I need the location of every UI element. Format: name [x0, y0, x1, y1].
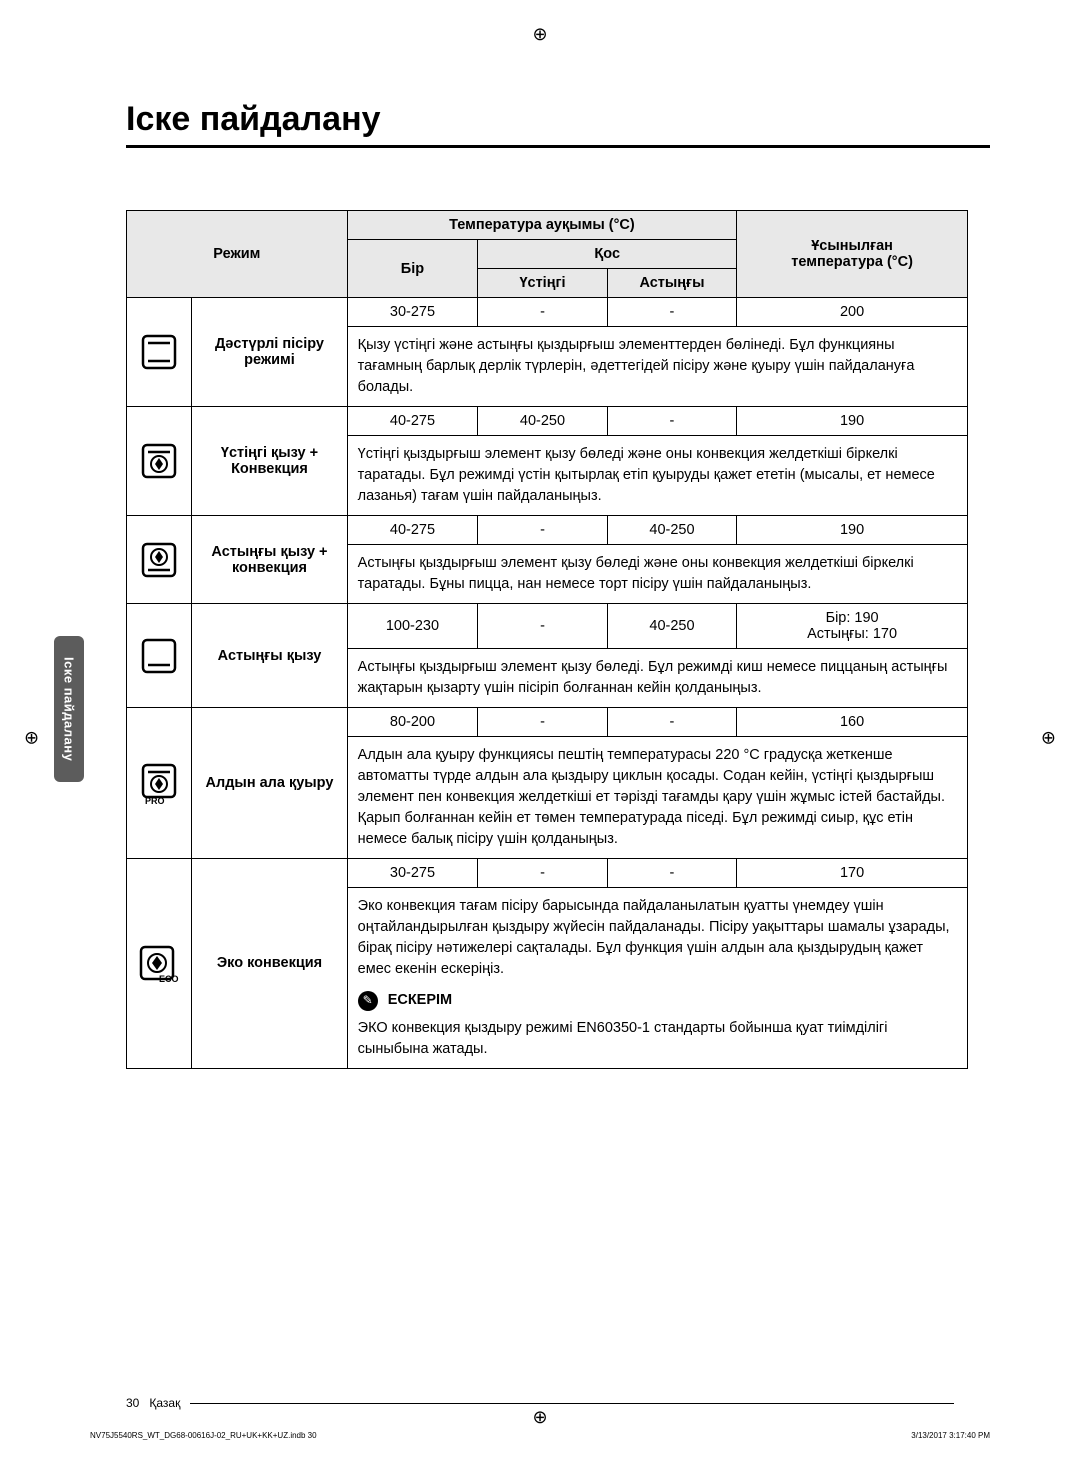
modes-table: Режим Температура ауқымы (°C) Ұсынылған …: [126, 210, 968, 1069]
cell-rec: 160: [737, 708, 968, 737]
mode-icon-top-convection: [127, 407, 192, 516]
note-icon: ✎: [358, 991, 378, 1011]
crop-mark-icon: ⊕: [532, 24, 547, 45]
mode-icon-pro-roast: PRO: [127, 708, 192, 859]
cell-ust: -: [478, 298, 607, 327]
cell-bir: 40-275: [347, 407, 478, 436]
cell-ast: -: [607, 859, 736, 888]
cell-bir: 80-200: [347, 708, 478, 737]
cell-ast: -: [607, 298, 736, 327]
print-file: NV75J5540RS_WT_DG68-00616J-02_RU+UK+KK+U…: [90, 1431, 317, 1440]
crop-mark-icon: ⊕: [24, 728, 39, 749]
mode-desc: Эко конвекция тағам пісіру барысында пай…: [347, 888, 967, 1068]
crop-mark-icon: ⊕: [532, 1407, 547, 1428]
col-ast: Астыңғы: [607, 269, 736, 298]
page-title: Іске пайдалану: [126, 100, 990, 139]
title-rule: [126, 145, 990, 148]
cell-ust: -: [478, 859, 607, 888]
cell-rec: Бір: 190 Астыңғы: 170: [737, 604, 968, 649]
cell-ast: 40-250: [607, 516, 736, 545]
mode-desc: Алдын ала қуыру функциясы пештің темпера…: [347, 737, 967, 859]
print-metadata: NV75J5540RS_WT_DG68-00616J-02_RU+UK+KK+U…: [90, 1431, 990, 1440]
note-label: ЕСКЕРІМ: [388, 992, 452, 1008]
mode-name: Алдын ала қуыру: [192, 708, 347, 859]
mode-name: Астыңғы қызу: [192, 604, 347, 708]
cell-ust: -: [478, 604, 607, 649]
page-language: Қазақ: [149, 1396, 180, 1410]
mode-name: Дәстүрлі пісіру режимі: [192, 298, 347, 407]
cell-ust: -: [478, 708, 607, 737]
cell-bir: 100-230: [347, 604, 478, 649]
cell-rec: 190: [737, 516, 968, 545]
cell-bir: 30-275: [347, 298, 478, 327]
side-tab: Іске пайдалану: [54, 636, 84, 782]
side-tab-label: Іске пайдалану: [62, 657, 77, 761]
mode-desc: Астыңғы қыздырғыш элемент қызу бөледі. Б…: [347, 649, 967, 708]
cell-rec: 190: [737, 407, 968, 436]
mode-desc: Қызу үстіңгі және астыңғы қыздырғыш элем…: [347, 327, 967, 407]
cell-ast: -: [607, 708, 736, 737]
page-number: 30: [126, 1396, 139, 1410]
cell-bir: 30-275: [347, 859, 478, 888]
mode-name: Эко конвекция: [192, 859, 347, 1068]
cell-ust: 40-250: [478, 407, 607, 436]
print-stamp: 3/13/2017 3:17:40 PM: [911, 1431, 990, 1440]
col-temp-range: Температура ауқымы (°C): [347, 211, 737, 240]
mode-icon-bottom-convection: [127, 516, 192, 604]
col-kos: Қос: [478, 240, 737, 269]
col-ust: Үстіңгі: [478, 269, 607, 298]
cell-ust: -: [478, 516, 607, 545]
cell-bir: 40-275: [347, 516, 478, 545]
cell-ast: -: [607, 407, 736, 436]
crop-mark-icon: ⊕: [1041, 728, 1056, 749]
cell-rec: 170: [737, 859, 968, 888]
col-mode: Режим: [127, 211, 348, 298]
svg-text:PRO: PRO: [145, 796, 165, 805]
col-recommended: Ұсынылған температура (°C): [737, 211, 968, 298]
cell-rec: 200: [737, 298, 968, 327]
mode-name: Үстіңгі қызу + Конвекция: [192, 407, 347, 516]
mode-icon-bottom-heat: [127, 604, 192, 708]
mode-icon-eco-convection: ECO: [127, 859, 192, 1068]
note-text: ЭКО конвекция қыздыру режимі EN60350-1 с…: [358, 1018, 957, 1060]
mode-desc: Астыңғы қыздырғыш элемент қызу бөледі жә…: [347, 545, 967, 604]
col-bir: Бір: [347, 240, 478, 298]
mode-name: Астыңғы қызу + конвекция: [192, 516, 347, 604]
cell-ast: 40-250: [607, 604, 736, 649]
mode-icon-conventional: [127, 298, 192, 407]
mode-desc-text: Эко конвекция тағам пісіру барысында пай…: [358, 896, 957, 980]
mode-desc: Үстіңгі қыздырғыш элемент қызу бөледі жә…: [347, 436, 967, 516]
footer-rule: [190, 1403, 954, 1404]
svg-text:ECO: ECO: [159, 974, 179, 983]
page-footer: 30 Қазақ: [126, 1396, 954, 1410]
